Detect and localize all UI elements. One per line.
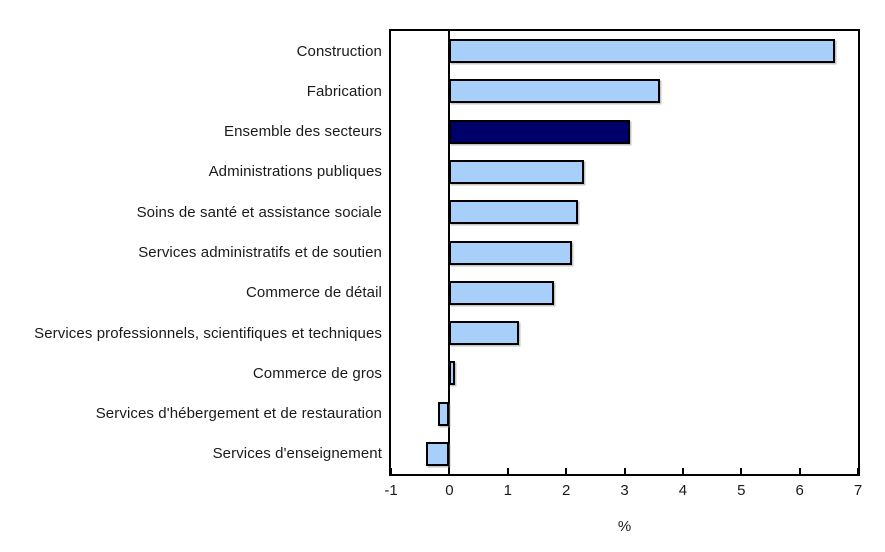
x-axis-tick-label: -1 [384,482,398,499]
category-label: Services professionnels, scientifiques e… [34,324,382,342]
bar-highlight [449,119,631,144]
x-axis-tick-label: 0 [445,482,454,499]
x-axis-tick [798,468,801,474]
bar [449,240,572,265]
bar [449,280,555,305]
bar [449,79,660,104]
category-label: Services d'enseignement [212,445,382,463]
bar [449,361,456,386]
bar [426,441,450,466]
x-axis-tick [448,468,451,474]
category-label: Soins de santé et assistance sociale [136,203,382,221]
x-axis-tick [857,468,859,474]
bar [449,321,520,346]
x-axis-tick-label: 4 [678,482,688,499]
category-labels: Construction Fabrication Ensemble des sect… [0,31,382,474]
category-label: Ensemble des secteurs [223,123,382,141]
bar [449,39,835,64]
x-axis-tick-label: 1 [503,482,512,499]
bar [449,159,584,184]
category-label: Commerce de détail [245,284,382,302]
bar [449,200,578,225]
category-label: Fabrication [306,82,382,100]
x-axis-tick [681,468,684,474]
x-axis-tick-label: 7 [853,482,863,499]
category-label: Administrations publiques [208,163,382,181]
x-axis-tick-label: 3 [620,482,629,499]
x-axis-tick [565,468,568,474]
x-axis-tick [390,468,392,474]
category-label: Services administratifs et de soutien [138,243,382,261]
x-axis-tick-label: 2 [561,482,571,499]
x-axis-tick-label: 5 [737,482,746,499]
bar [437,401,450,426]
x-axis-tick [740,468,743,474]
x-axis-tick [506,468,509,474]
category-label: Construction [296,42,382,60]
x-axis-tick-label: 6 [795,482,804,499]
category-label: Commerce de gros [252,364,382,382]
category-label: Services d'hébergement et de restauratio… [95,405,382,423]
x-axis-tick [623,468,626,474]
plot-area: -1 0 1 2 3 4 5 6 7 [384,29,862,499]
x-axis-title: % [617,518,632,535]
